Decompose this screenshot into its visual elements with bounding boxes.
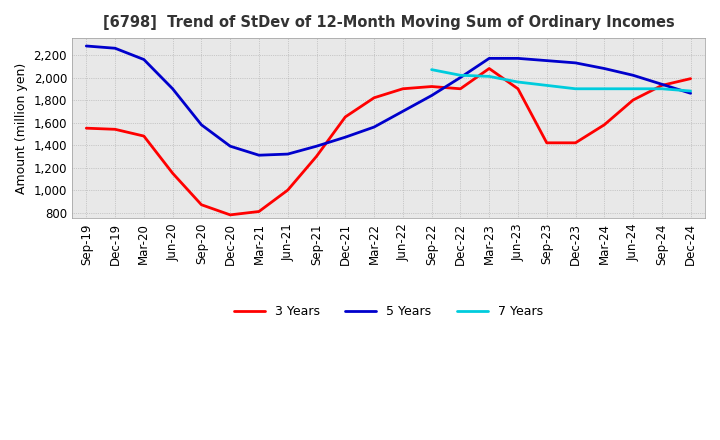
3 Years [657, 83, 666, 88]
Legend: 3 Years, 5 Years, 7 Years: 3 Years, 5 Years, 7 Years [229, 300, 548, 323]
3 Years [226, 212, 235, 217]
3 Years [341, 114, 350, 120]
3 Years [427, 84, 436, 89]
3 Years [600, 122, 608, 128]
3 Years [255, 209, 264, 214]
5 Years [341, 135, 350, 140]
7 Years [600, 86, 608, 92]
5 Years [542, 58, 551, 63]
7 Years [629, 86, 637, 92]
5 Years [657, 82, 666, 87]
3 Years [571, 140, 580, 146]
Line: 3 Years: 3 Years [86, 69, 690, 215]
3 Years [82, 125, 91, 131]
5 Years [571, 60, 580, 66]
5 Years [111, 46, 120, 51]
7 Years [542, 83, 551, 88]
7 Years [686, 88, 695, 94]
5 Years [312, 143, 321, 149]
3 Years [168, 171, 177, 176]
3 Years [370, 95, 379, 100]
3 Years [513, 86, 522, 92]
Line: 5 Years: 5 Years [86, 46, 690, 155]
3 Years [542, 140, 551, 146]
5 Years [456, 75, 464, 80]
5 Years [226, 143, 235, 149]
3 Years [485, 66, 493, 71]
5 Years [284, 151, 292, 157]
3 Years [629, 97, 637, 103]
3 Years [312, 154, 321, 159]
7 Years [485, 74, 493, 79]
5 Years [140, 57, 148, 62]
5 Years [600, 66, 608, 71]
5 Years [370, 125, 379, 130]
5 Years [513, 56, 522, 61]
3 Years [197, 202, 206, 207]
7 Years [427, 67, 436, 72]
5 Years [255, 153, 264, 158]
5 Years [686, 91, 695, 96]
7 Years [657, 86, 666, 92]
Y-axis label: Amount (million yen): Amount (million yen) [15, 62, 28, 194]
7 Years [456, 73, 464, 78]
3 Years [284, 187, 292, 193]
3 Years [399, 86, 408, 92]
5 Years [629, 73, 637, 78]
5 Years [427, 93, 436, 98]
3 Years [686, 76, 695, 81]
5 Years [197, 122, 206, 128]
7 Years [571, 86, 580, 92]
7 Years [513, 79, 522, 84]
Title: [6798]  Trend of StDev of 12-Month Moving Sum of Ordinary Incomes: [6798] Trend of StDev of 12-Month Moving… [102, 15, 675, 30]
Line: 7 Years: 7 Years [431, 70, 690, 91]
5 Years [168, 86, 177, 92]
5 Years [82, 44, 91, 49]
3 Years [140, 133, 148, 139]
3 Years [456, 86, 464, 92]
3 Years [111, 127, 120, 132]
5 Years [485, 56, 493, 61]
5 Years [399, 109, 408, 114]
